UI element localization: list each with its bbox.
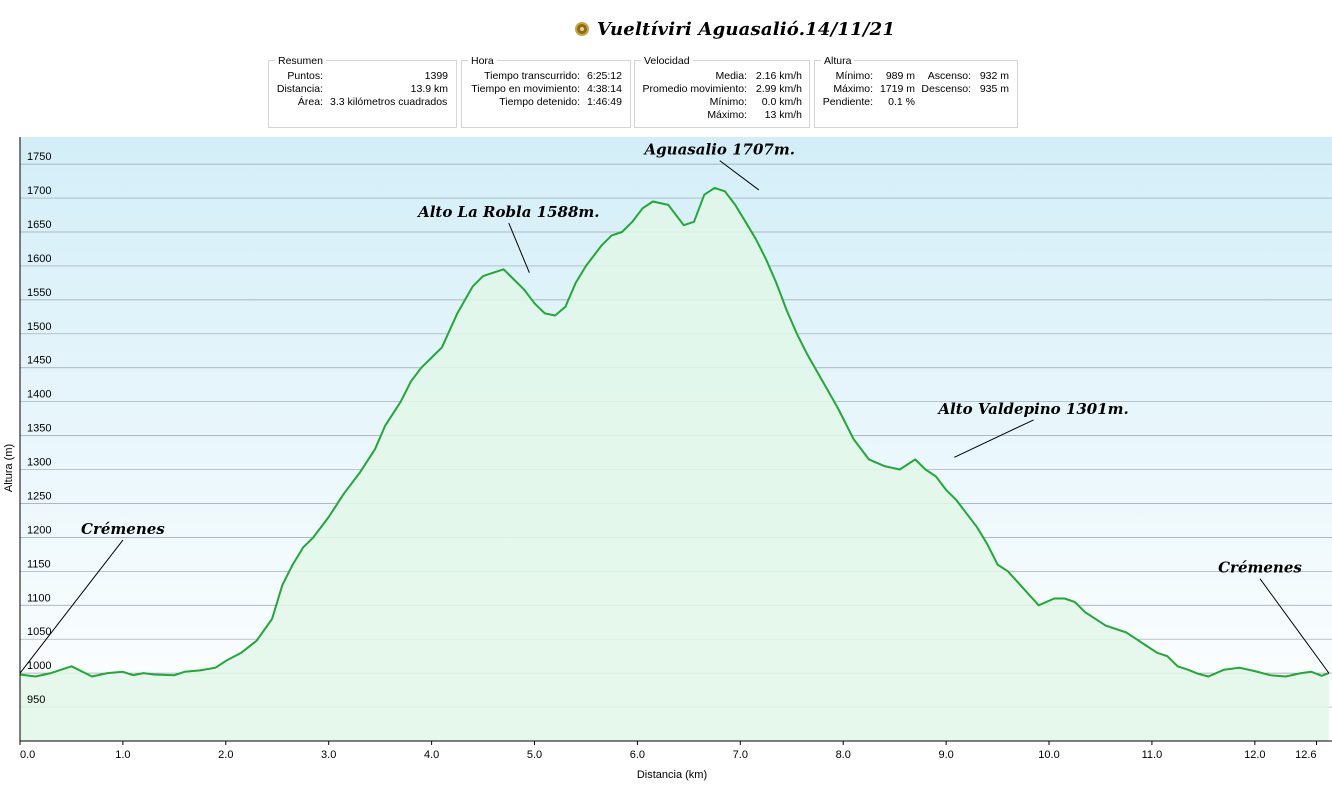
x-tick-label: 11.0 <box>1142 749 1163 761</box>
summary-legend: Altura <box>821 55 855 67</box>
moving-time-label: Tiempo en movimiento: <box>471 83 580 95</box>
chart-title-text: Vueltíviri Aguasalió.14/11/21 <box>597 18 896 40</box>
x-tick-label: 5.0 <box>527 749 542 761</box>
x-tick-label: 9.0 <box>938 749 953 761</box>
distance-label: Distancia: <box>276 83 323 95</box>
ascent-label: Ascenso: <box>927 70 971 82</box>
annotation-leader <box>1259 578 1330 674</box>
altitude-max-value: 1719 m <box>879 83 915 95</box>
distance-value: 13.9 km <box>410 83 448 95</box>
y-tick-label: 1600 <box>27 253 51 265</box>
y-tick-label: 1700 <box>27 185 51 197</box>
ascent-value: 932 m <box>979 70 1009 82</box>
altitude-min-label: Mínimo: <box>835 70 873 82</box>
annotation-leader <box>954 419 1034 458</box>
speed-min-value: 0.0 km/h <box>761 96 802 108</box>
x-tick-label: 8.0 <box>836 749 851 761</box>
summary-box-resumen: Resumen Puntos: 1399 Distancia: 13.9 km … <box>268 55 457 128</box>
annotation-leader <box>508 222 530 273</box>
stopped-time-label: Tiempo detenido: <box>499 96 580 108</box>
x-tick-label: 0.0 <box>20 749 35 761</box>
summary-box-velocidad: Velocidad Media: 2.16 km/h Promedio movi… <box>634 55 810 128</box>
y-tick-label: 1100 <box>27 592 51 604</box>
speed-moving-avg-label: Promedio movimiento: <box>642 83 747 95</box>
y-tick-labels: 950 1000 1050 1100 1150 1200 1250 1300 1350 1400 1… <box>27 151 51 706</box>
descent-value: 935 m <box>979 83 1009 95</box>
elapsed-time-label: Tiempo transcurrido: <box>484 70 580 82</box>
annotation-label: Alto Valdepino 1301m. <box>936 400 1128 418</box>
elevation-chart: 950 1000 1050 1100 1150 1200 1250 1300 1350 1400 1… <box>3 137 1332 781</box>
speed-max-label: Máximo: <box>707 109 747 121</box>
slope-value: 0.1 % <box>888 96 915 108</box>
y-tick-label: 1000 <box>27 660 51 672</box>
elevation-area <box>20 187 1329 741</box>
chart-title: Vueltíviri Aguasalió.14/11/21 <box>575 16 895 42</box>
x-axis-label: Distancia (km) <box>637 769 707 781</box>
area-label: Área: <box>297 96 323 108</box>
summary-box-hora: Hora Tiempo transcurrido: 6:25:12 Tiempo… <box>461 55 631 128</box>
speed-avg-label: Media: <box>715 70 747 82</box>
x-tick-label: 1.0 <box>115 749 130 761</box>
y-tick-label: 1550 <box>27 287 51 299</box>
summary-legend: Hora <box>468 55 497 67</box>
stopped-time-value: 1:46:49 <box>586 96 622 108</box>
y-tick-label: 950 <box>27 694 45 706</box>
x-tick-label: 4.0 <box>424 749 439 761</box>
annotation-label: Alto La Robla 1588m. <box>416 203 599 221</box>
x-tick-label: 7.0 <box>733 749 748 761</box>
slope-label: Pendiente: <box>822 96 873 108</box>
annotation-leader <box>19 539 124 674</box>
y-tick-label: 1350 <box>27 423 51 435</box>
y-tick-label: 1750 <box>27 151 51 163</box>
elevation-line <box>19 186 1330 678</box>
y-tick-label: 1200 <box>27 524 51 536</box>
summary-legend: Resumen <box>275 55 326 67</box>
annotation-leader <box>719 160 760 191</box>
annotation-label: Aguasalio 1707m. <box>643 141 795 159</box>
altitude-max-label: Máximo: <box>833 83 873 95</box>
elapsed-time-value: 6:25:12 <box>586 70 622 82</box>
y-tick-label: 1050 <box>27 626 51 638</box>
summary-legend: Velocidad <box>641 55 693 67</box>
x-tick-labels: 0.0 1.0 2.0 3.0 4.0 5.0 6.0 7.0 8.0 9.0 10.0 11.0 12… <box>19 741 1318 761</box>
area-value: 3.3 kilómetros cuadrados <box>330 96 448 108</box>
x-tick-label: 12.6 <box>1295 749 1316 761</box>
speed-avg-value: 2.16 km/h <box>755 70 802 82</box>
y-tick-label: 1650 <box>27 219 51 231</box>
altitude-min-value: 989 m <box>885 70 915 82</box>
annotations: Alto La Robla 1588m. Aguasalio 1707m. Alto… <box>19 141 1330 674</box>
track-icon <box>575 22 589 36</box>
moving-time-value: 4:38:14 <box>586 83 622 95</box>
descent-label: Descenso: <box>921 83 971 95</box>
y-tick-label: 1500 <box>27 321 51 333</box>
points-value: 1399 <box>424 70 448 82</box>
x-tick-label: 6.0 <box>630 749 645 761</box>
speed-min-label: Mínimo: <box>709 96 747 108</box>
y-tick-label: 1250 <box>27 490 51 502</box>
x-tick-label: 10.0 <box>1038 749 1059 761</box>
x-tick-label: 2.0 <box>218 749 233 761</box>
annotation-label: Crémenes <box>81 520 165 538</box>
x-tick-label: 3.0 <box>321 749 336 761</box>
points-label: Puntos: <box>287 70 323 82</box>
y-tick-label: 1450 <box>27 355 51 367</box>
speed-max-value: 13 km/h <box>764 109 802 121</box>
summary-box-altura: Altura Mínimo: 989 m Máximo: 1719 m Pend… <box>814 55 1018 128</box>
y-tick-label: 1150 <box>27 558 51 570</box>
y-tick-label: 1300 <box>27 457 51 469</box>
y-axis-label: Altura (m) <box>3 444 15 492</box>
x-tick-label: 12.0 <box>1244 749 1265 761</box>
y-tick-label: 1400 <box>27 389 51 401</box>
speed-moving-avg-value: 2.99 km/h <box>755 83 802 95</box>
annotation-label: Crémenes <box>1218 559 1302 577</box>
